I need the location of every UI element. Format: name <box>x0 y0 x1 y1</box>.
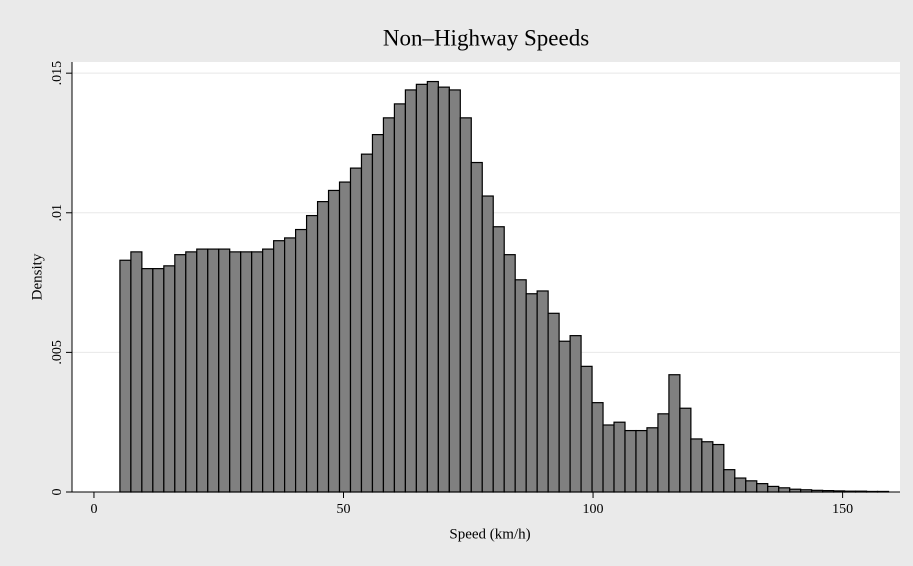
bar <box>393 103 406 493</box>
x-tick-label: 50 <box>337 502 351 517</box>
bar <box>536 290 549 493</box>
bar <box>207 248 220 493</box>
bar <box>163 265 176 493</box>
chart-title: Non–Highway Speeds <box>383 25 589 50</box>
bar <box>218 248 231 493</box>
bar <box>360 153 374 493</box>
x-axis-label: Speed (km/h) <box>449 526 530 542</box>
bar <box>701 441 714 493</box>
bar <box>745 480 758 493</box>
bar <box>294 228 308 493</box>
bar <box>767 485 780 493</box>
bar <box>404 89 417 493</box>
bar <box>679 407 692 493</box>
bar <box>602 424 615 493</box>
bar <box>470 161 483 493</box>
bar <box>185 251 198 493</box>
bar <box>130 251 143 493</box>
bar <box>240 251 253 493</box>
bar <box>448 89 461 493</box>
bar <box>492 226 505 493</box>
bar <box>646 427 659 493</box>
bar <box>712 443 725 493</box>
x-tick-label: 0 <box>90 502 97 517</box>
bar <box>459 117 472 493</box>
bar <box>152 268 165 493</box>
bar <box>371 133 385 493</box>
bar <box>273 240 286 493</box>
bar <box>624 429 637 493</box>
bar <box>426 80 439 493</box>
bar <box>262 248 275 493</box>
bar <box>580 365 593 493</box>
bar <box>613 421 626 493</box>
bar <box>503 254 516 493</box>
bar <box>284 237 297 493</box>
y-tick-label: .005 <box>50 340 65 365</box>
bar <box>382 117 396 493</box>
bar <box>668 374 681 493</box>
x-tick-label: 100 <box>583 502 604 517</box>
bar <box>196 248 209 493</box>
bar <box>558 340 571 493</box>
bar <box>591 402 604 493</box>
bar <box>141 268 154 493</box>
bar <box>174 254 187 493</box>
bar <box>756 483 769 493</box>
bar <box>635 429 648 493</box>
bar <box>547 312 560 493</box>
bar <box>437 86 450 493</box>
bar <box>229 251 242 493</box>
bar <box>569 335 582 493</box>
bar <box>119 259 132 493</box>
bar <box>327 189 341 493</box>
bar <box>349 167 363 493</box>
bar <box>734 477 747 493</box>
bar <box>657 413 670 493</box>
bar <box>481 195 494 493</box>
bar <box>305 214 319 493</box>
y-tick-label: .015 <box>50 61 65 86</box>
bar <box>723 469 736 493</box>
bar <box>316 201 330 493</box>
bar <box>338 181 352 493</box>
bar <box>415 83 428 493</box>
bar <box>251 251 264 493</box>
y-tick-label: .01 <box>50 204 65 222</box>
y-axis-label: Density <box>29 253 45 300</box>
bar <box>525 293 538 493</box>
y-tick-label: 0 <box>50 489 65 496</box>
bar <box>514 279 527 493</box>
bar <box>690 438 703 493</box>
x-tick-label: 150 <box>832 502 853 517</box>
bar <box>778 487 791 493</box>
